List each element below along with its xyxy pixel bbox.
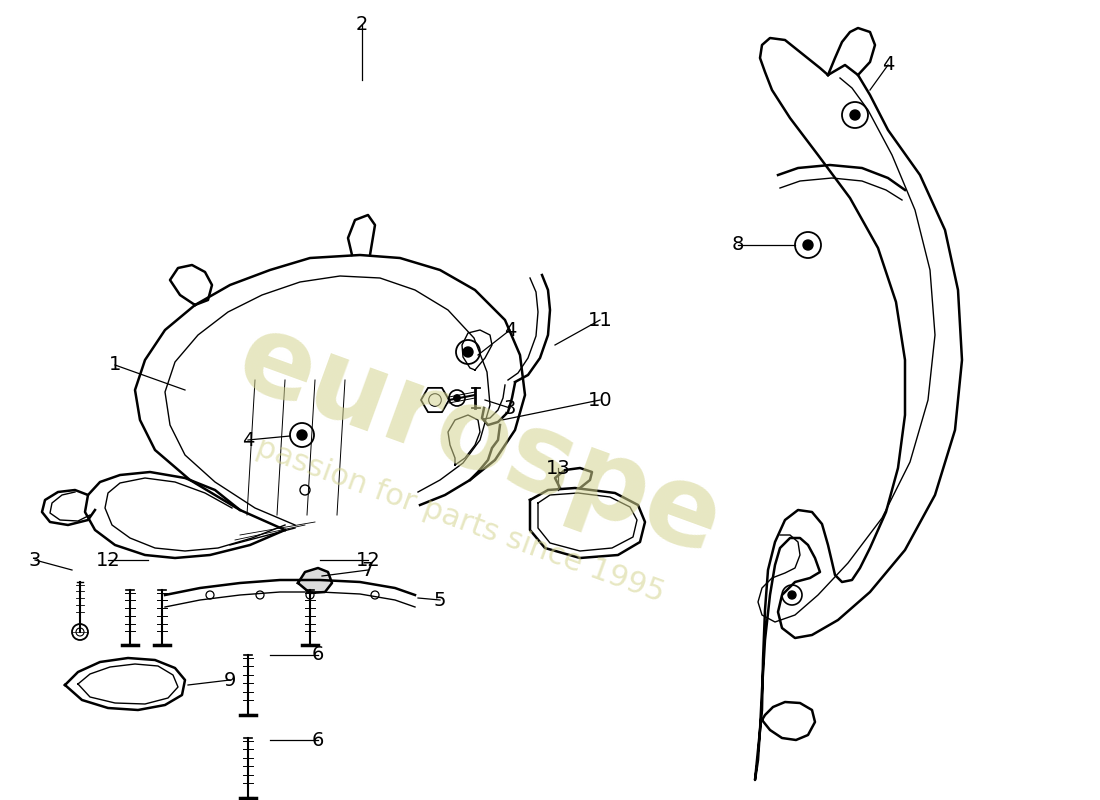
Text: 5: 5 [433, 590, 447, 610]
Text: 4: 4 [504, 321, 516, 339]
Text: 1: 1 [109, 355, 121, 374]
Circle shape [463, 347, 473, 357]
Text: 12: 12 [96, 550, 120, 570]
Circle shape [788, 591, 796, 599]
Text: 6: 6 [311, 646, 324, 665]
Text: 11: 11 [587, 310, 613, 330]
Text: 4: 4 [882, 55, 894, 74]
Text: 10: 10 [587, 390, 613, 410]
Text: 9: 9 [223, 670, 236, 690]
Text: eurospe: eurospe [223, 303, 736, 577]
Polygon shape [298, 568, 332, 593]
Text: 6: 6 [311, 730, 324, 750]
Text: 8: 8 [732, 235, 745, 254]
Text: 12: 12 [355, 550, 381, 570]
Circle shape [850, 110, 860, 120]
Text: 7: 7 [362, 561, 374, 579]
Circle shape [454, 395, 460, 402]
Text: 13: 13 [546, 458, 571, 478]
Text: 4: 4 [242, 430, 254, 450]
Text: 3: 3 [504, 398, 516, 418]
Circle shape [803, 240, 813, 250]
Text: passion for parts since 1995: passion for parts since 1995 [252, 433, 668, 607]
Circle shape [297, 430, 307, 440]
Text: 3: 3 [29, 550, 41, 570]
Text: 2: 2 [355, 15, 368, 34]
